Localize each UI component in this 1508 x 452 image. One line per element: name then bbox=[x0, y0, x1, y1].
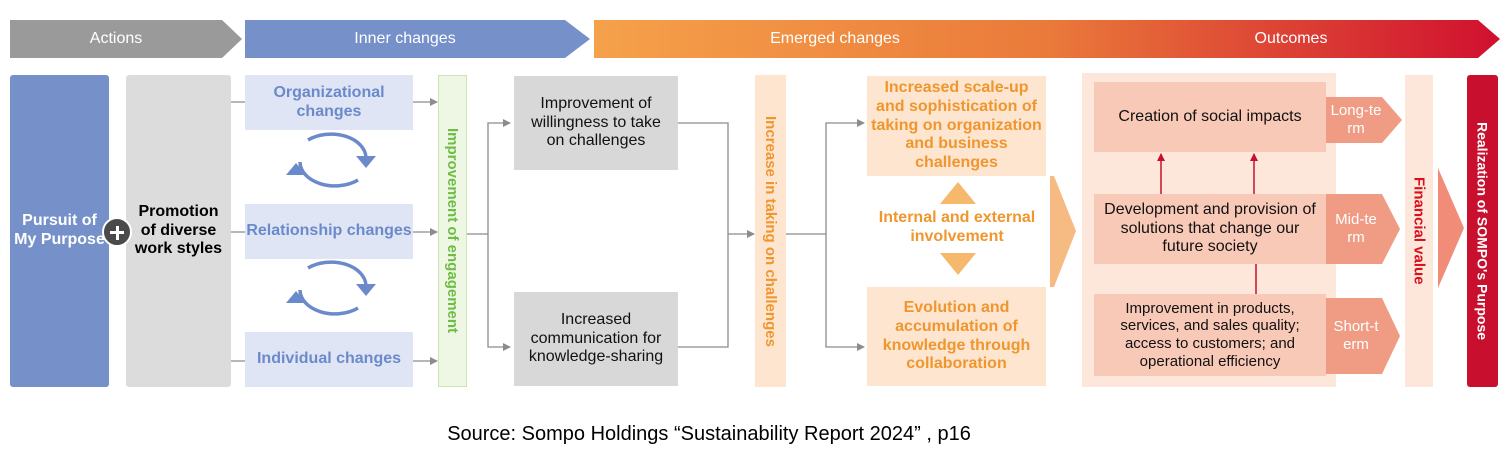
triangle-down-icon bbox=[940, 253, 976, 275]
evolution-box: Evolution and accumulation of knowledge … bbox=[867, 287, 1046, 386]
evolution-label: Evolution and accumulation of knowledge … bbox=[882, 298, 1031, 373]
mid-term-arrow bbox=[1326, 194, 1400, 264]
individual-changes-label: Individual changes bbox=[256, 350, 402, 368]
source-caption: Source: Sompo Holdings “Sustainability R… bbox=[447, 423, 971, 445]
communication-box: Increased communication for knowledge-sh… bbox=[514, 292, 678, 386]
connector-line bbox=[825, 234, 865, 351]
realization-label: Realization of SOMPO's Purpose bbox=[1474, 121, 1491, 341]
connector-line bbox=[487, 234, 511, 351]
triangle-up-icon bbox=[940, 182, 976, 204]
short-term-label-box: Short-term bbox=[1326, 298, 1386, 374]
relationship-changes-box: Relationship changes bbox=[245, 204, 413, 259]
purpose-box: Pursuit of My Purpose bbox=[10, 75, 109, 387]
cycle-arrows-icon bbox=[286, 132, 376, 188]
social-impacts-box: Creation of social impacts bbox=[1094, 82, 1326, 152]
short-term-arrow bbox=[1326, 298, 1400, 374]
involvement-label: Internal and external involvement bbox=[878, 209, 1036, 245]
organizational-changes-label: Organizational changes bbox=[273, 83, 385, 120]
willingness-box: Improvement of willingness to take on ch… bbox=[514, 76, 678, 170]
willingness-label: Improvement of willingness to take on ch… bbox=[531, 94, 661, 150]
scale-up-box: Increased scale-up and sophistication of… bbox=[867, 76, 1046, 176]
improvement-box: Improvement in products, services, and s… bbox=[1094, 294, 1326, 376]
header-inner-bar bbox=[245, 20, 590, 58]
header-actions: Actions bbox=[89, 30, 143, 47]
financial-value-box: Financial value bbox=[1405, 75, 1433, 387]
mid-term-label-box: Mid-term bbox=[1326, 194, 1386, 264]
long-term-label-box: Long-term bbox=[1326, 97, 1386, 143]
engagement-box: Improvement of engagement bbox=[438, 75, 467, 387]
social-impacts-label: Creation of social impacts bbox=[1118, 107, 1302, 125]
relationship-changes-label: Relationship changes bbox=[246, 222, 412, 240]
connector-line bbox=[678, 122, 755, 238]
realization-box: Realization of SOMPO's Purpose bbox=[1467, 75, 1498, 387]
connector-line bbox=[467, 119, 511, 235]
scale-up-label: Increased scale-up and sophistication of… bbox=[871, 78, 1042, 172]
header-inner-changes: Inner changes bbox=[354, 30, 456, 47]
taking-on-box: Increase in taking on challenges bbox=[755, 75, 786, 387]
work-styles-box: Promotion of diverse work styles bbox=[126, 75, 231, 387]
taking-on-label: Increase in taking on challenges bbox=[762, 115, 779, 347]
long-term-label: Long-term bbox=[1330, 102, 1382, 137]
work-styles-label: Promotion of diverse work styles bbox=[134, 202, 223, 258]
organizational-changes-box: Organizational changes bbox=[245, 75, 413, 130]
short-term-label: Short-term bbox=[1333, 318, 1379, 353]
header-emerged-outcomes-bar bbox=[594, 20, 1500, 58]
header-actions-bar bbox=[10, 20, 242, 58]
connector-line bbox=[786, 119, 865, 235]
financial-value-label: Financial value bbox=[1410, 177, 1428, 285]
solutions-box: Development and provision of solutions t… bbox=[1094, 194, 1326, 264]
communication-label: Increased communication for knowledge-sh… bbox=[528, 310, 664, 366]
solutions-label: Development and provision of solutions t… bbox=[1104, 200, 1316, 256]
individual-changes-box: Individual changes bbox=[245, 332, 413, 387]
engagement-label: Improvement of engagement bbox=[444, 128, 461, 334]
plus-icon bbox=[102, 217, 132, 247]
mid-term-label: Mid-term bbox=[1335, 211, 1377, 246]
header-emerged-changes: Emerged changes bbox=[770, 30, 900, 47]
long-term-arrow bbox=[1326, 97, 1402, 143]
connector-line bbox=[678, 234, 729, 348]
big-arrow-icon bbox=[1050, 176, 1076, 287]
purpose-label: Pursuit of My Purpose bbox=[14, 212, 105, 248]
improvement-label: Improvement in products, services, and s… bbox=[1120, 299, 1300, 370]
cycle-arrows-icon bbox=[286, 260, 376, 316]
involvement-box: Internal and external involvement bbox=[862, 206, 1052, 250]
header-outcomes: Outcomes bbox=[1254, 30, 1328, 47]
financial-arrow bbox=[1438, 168, 1464, 288]
